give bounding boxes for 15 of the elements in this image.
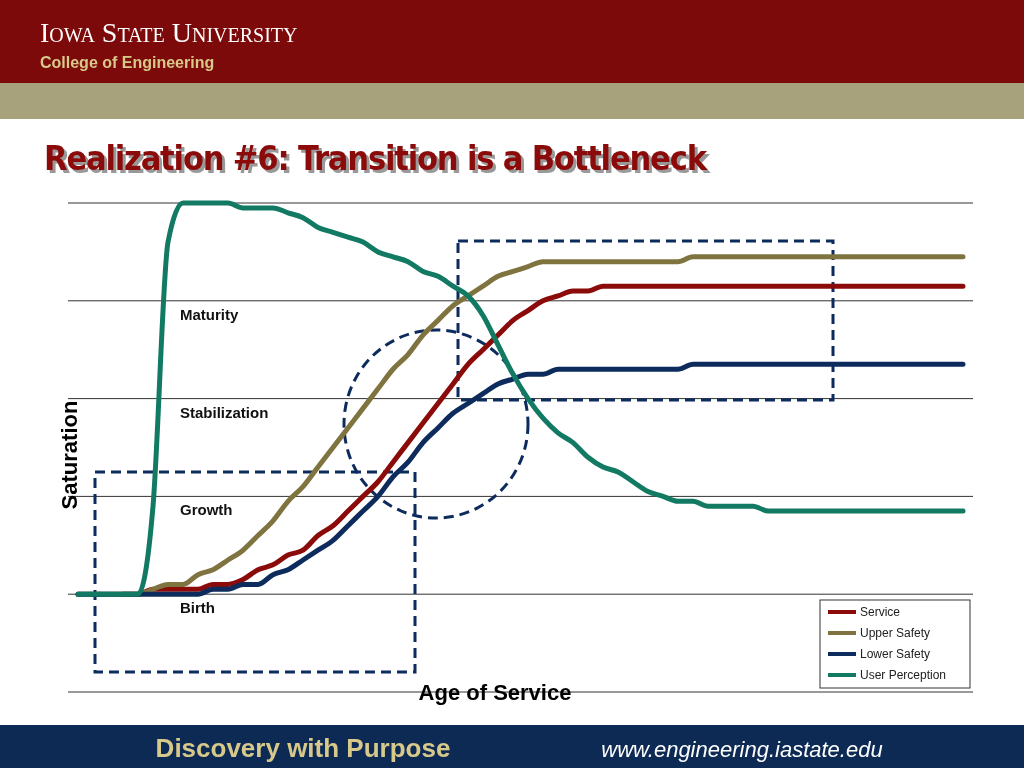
legend-label: Service xyxy=(860,605,901,619)
text: Iowa State University xyxy=(40,17,298,48)
text: College of Engineering xyxy=(40,54,215,71)
text: www.engineering.iastate.edu xyxy=(601,737,883,762)
legend-label: User Perception xyxy=(860,668,947,682)
x-axis-title: Age of Service xyxy=(418,680,572,705)
ref-line-label: Maturity xyxy=(180,305,239,323)
chart-title: Realization #6: Transition is a Bottleneck xyxy=(47,141,711,181)
legend-label: Lower Safety xyxy=(860,647,931,661)
ref-line-label: Stabilization xyxy=(180,403,269,421)
legend-label: Upper Safety xyxy=(860,626,931,640)
ref-line-label: Growth xyxy=(180,501,233,519)
y-axis-title: Saturation xyxy=(57,400,82,510)
ref-line-label: Birth xyxy=(180,599,215,617)
text: Discovery with Purpose xyxy=(155,733,451,763)
